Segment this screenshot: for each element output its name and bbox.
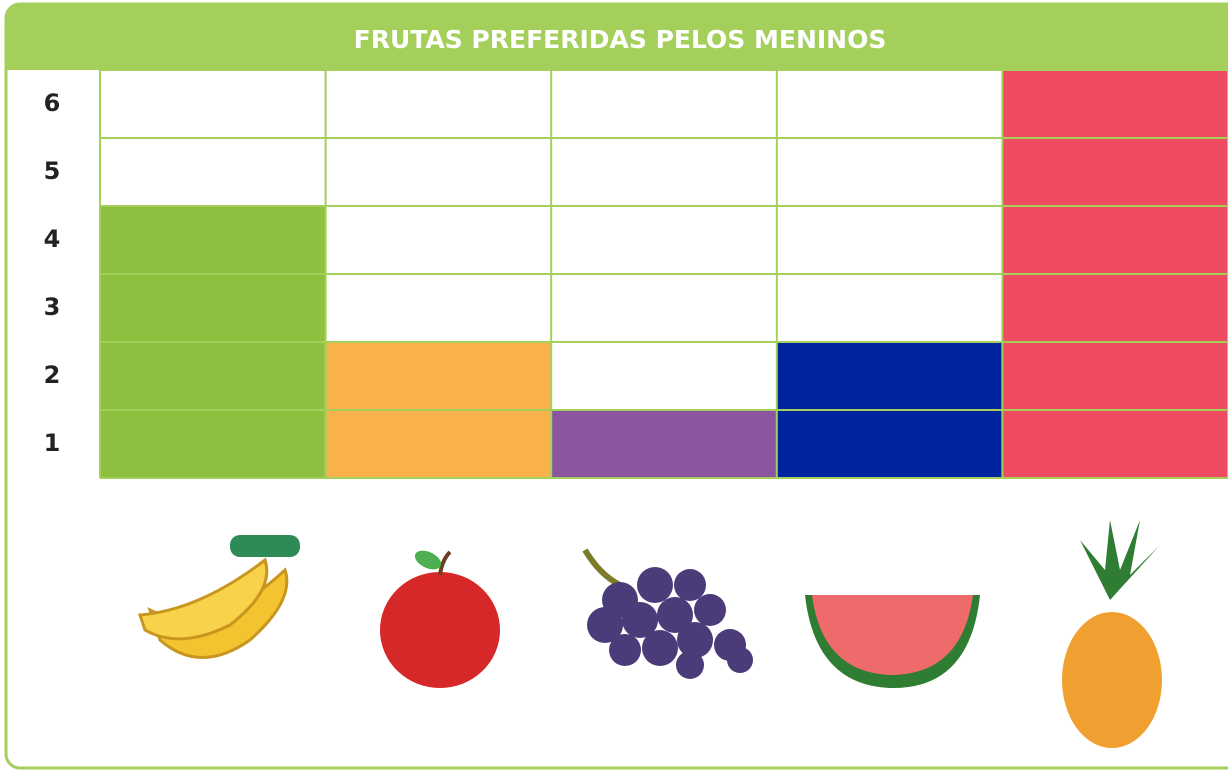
y-tick-label: 2 [44, 361, 61, 389]
apple-icon [380, 550, 500, 688]
pineapple-icon [1062, 520, 1162, 748]
watermelon-icon [805, 595, 980, 689]
fruit-icons [137, 520, 1162, 748]
y-tick-label: 4 [44, 225, 61, 253]
chart-title: FRUTAS PREFERIDAS PELOS MENINOS [354, 25, 887, 54]
grapes-icon [582, 548, 753, 679]
plot: 1 2 3 4 5 6 [44, 69, 1228, 479]
banana-icon [137, 535, 300, 659]
y-tick-label: 1 [44, 429, 61, 457]
y-tick-label: 5 [44, 157, 61, 185]
bar [551, 410, 777, 478]
y-tick-label: 6 [44, 89, 61, 117]
header-band [6, 4, 1228, 70]
y-tick-label: 3 [44, 293, 61, 321]
